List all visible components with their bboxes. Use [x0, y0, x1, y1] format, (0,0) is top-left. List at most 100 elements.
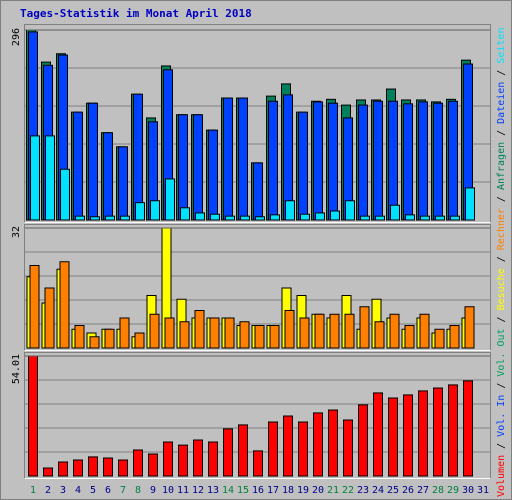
legend-entry: Volumen: [496, 455, 507, 497]
bar: [210, 213, 220, 221]
legend-entry: Besuche: [496, 268, 507, 310]
bar: [224, 317, 235, 349]
bar: [405, 214, 415, 221]
bar: [420, 215, 430, 221]
bar: [253, 162, 263, 221]
legend-separator: /: [496, 196, 507, 202]
bar: [223, 428, 233, 477]
bar: [88, 102, 98, 221]
bar: [389, 313, 400, 349]
legend-entry: Anfragen: [496, 142, 507, 190]
bar: [284, 310, 295, 349]
bar: [29, 265, 40, 349]
legend-entry: Seiten: [496, 28, 507, 64]
bar: [419, 313, 430, 349]
bar: [359, 306, 370, 349]
bar: [28, 355, 38, 477]
bar: [208, 129, 218, 221]
x-tick-label: 5: [90, 485, 96, 496]
bar: [450, 215, 460, 221]
bar: [239, 321, 250, 349]
x-tick-label: 29: [447, 485, 459, 496]
bar: [240, 215, 250, 221]
legend-entry: Rechner: [496, 208, 507, 250]
bar: [299, 317, 310, 349]
bar: [149, 313, 160, 349]
bar: [433, 102, 443, 221]
bar: [178, 444, 188, 477]
bar: [418, 390, 428, 477]
x-tick-label: 23: [357, 485, 369, 496]
bar: [268, 100, 278, 221]
bar: [90, 216, 100, 221]
bar: [449, 325, 460, 349]
x-tick-label: 13: [207, 485, 219, 496]
bar: [328, 102, 338, 221]
bar: [269, 325, 280, 349]
bar: [193, 114, 203, 221]
bar: [58, 461, 68, 477]
x-tick-label: 1: [30, 485, 36, 496]
x-tick-label: 18: [282, 485, 294, 496]
x-tick-label: 22: [342, 485, 354, 496]
bar: [374, 321, 385, 349]
bar: [328, 409, 338, 477]
bar: [163, 441, 173, 477]
bar: [300, 213, 310, 221]
bar: [268, 421, 278, 477]
bar: [103, 457, 113, 477]
x-tick-label: 31: [477, 485, 489, 496]
bar: [150, 200, 160, 221]
bar: [465, 187, 475, 221]
x-tick-label: 17: [267, 485, 279, 496]
bar: [75, 215, 85, 221]
bar: [164, 317, 175, 349]
x-tick-label: 26: [402, 485, 414, 496]
bar: [180, 207, 190, 221]
bar: [45, 135, 55, 221]
x-tick-label: 2: [45, 485, 51, 496]
bar: [403, 394, 413, 477]
bar: [238, 424, 248, 477]
bar: [194, 310, 205, 349]
bar: [360, 215, 370, 221]
bar: [313, 412, 323, 477]
x-tick-label: 3: [60, 485, 66, 496]
bar: [254, 325, 265, 349]
x-tick-label: 10: [162, 485, 174, 496]
bar: [118, 146, 128, 221]
bar: [330, 210, 340, 221]
bar: [104, 328, 115, 349]
x-tick-label: 28: [432, 485, 444, 496]
bar: [403, 103, 413, 221]
legend-separator: /: [496, 256, 507, 262]
bar: [135, 202, 145, 221]
bar: [118, 459, 128, 477]
bar: [463, 380, 473, 477]
bar: [298, 421, 308, 477]
legend-entry: Dateien: [496, 82, 507, 124]
bar: [435, 215, 445, 221]
x-tick-label: 9: [150, 485, 156, 496]
bar: [225, 215, 235, 221]
bar: [193, 439, 203, 477]
bar: [345, 200, 355, 221]
bar: [373, 100, 383, 221]
bar: [418, 101, 428, 221]
bar: [343, 419, 353, 477]
bar: [390, 204, 400, 221]
bar: [208, 441, 218, 477]
bar: [178, 114, 188, 221]
x-tick-label: 15: [237, 485, 249, 496]
y-tick-label: 296: [11, 28, 22, 46]
bar: [313, 101, 323, 221]
bar: [73, 111, 83, 221]
x-tick-label: 4: [75, 485, 81, 496]
bar: [89, 336, 100, 349]
x-tick-label: 27: [417, 485, 429, 496]
bar: [404, 325, 415, 349]
bar: [358, 104, 368, 221]
legend-separator: /: [496, 70, 507, 76]
bar: [73, 459, 83, 477]
